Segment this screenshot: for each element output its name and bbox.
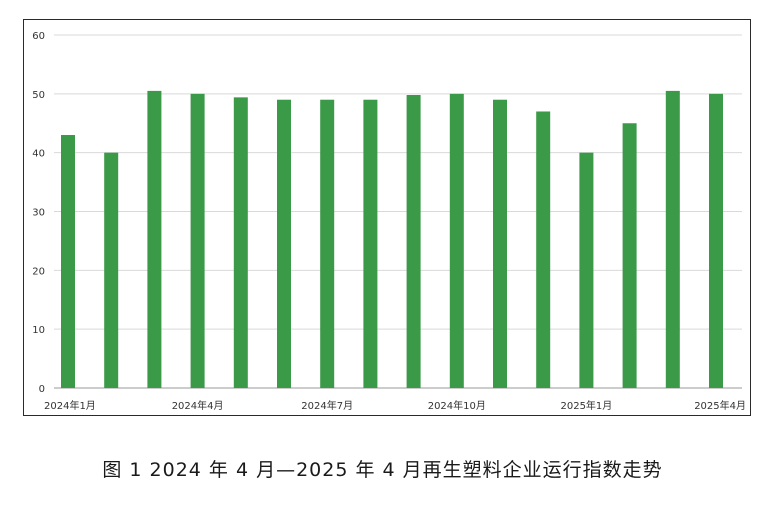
bar — [406, 95, 421, 388]
bar — [622, 123, 637, 388]
x-tick-label: 2025年1月 — [560, 399, 612, 412]
bar — [61, 135, 75, 388]
y-tick-label: 40 — [32, 149, 45, 160]
y-tick-label: 20 — [32, 266, 45, 277]
bar — [320, 99, 335, 388]
gridlines — [54, 34, 742, 389]
bar — [579, 152, 594, 388]
bar — [665, 90, 680, 389]
bar — [709, 93, 723, 388]
figure-caption: 图 1 2024 年 4 月—2025 年 4 月再生塑料企业运行指数走势 — [102, 459, 663, 481]
bars — [61, 90, 723, 389]
x-tick-label: 2025年4月 — [694, 399, 746, 412]
bar — [104, 152, 119, 388]
x-axis-ticks: 2024年1月 2024年4月 2024年7月 2024年10月 2025年1月 2025… — [44, 399, 746, 412]
y-tick-label: 60 — [32, 31, 45, 42]
bar — [147, 90, 162, 389]
bar — [493, 99, 507, 388]
bar — [449, 93, 464, 388]
x-tick-label: 2024年10月 — [428, 399, 486, 412]
bar — [536, 111, 551, 388]
y-tick-label: 30 — [32, 208, 45, 219]
x-tick-label: 2024年1月 — [44, 399, 96, 412]
y-axis-ticks: 0 10 20 30 40 50 60 — [32, 31, 45, 395]
y-tick-label: 0 — [39, 384, 45, 395]
bar — [190, 93, 205, 388]
bar — [277, 99, 291, 388]
y-tick-label: 10 — [32, 325, 45, 336]
bar — [233, 97, 248, 388]
x-tick-label: 2024年7月 — [301, 399, 353, 412]
x-tick-label: 2024年4月 — [172, 399, 224, 412]
bar — [363, 99, 378, 388]
y-tick-label: 50 — [32, 90, 45, 101]
chart-frame: 0 10 20 30 40 50 60 2024年1月 2024年4月 2024年7月 2024年… — [23, 19, 751, 416]
